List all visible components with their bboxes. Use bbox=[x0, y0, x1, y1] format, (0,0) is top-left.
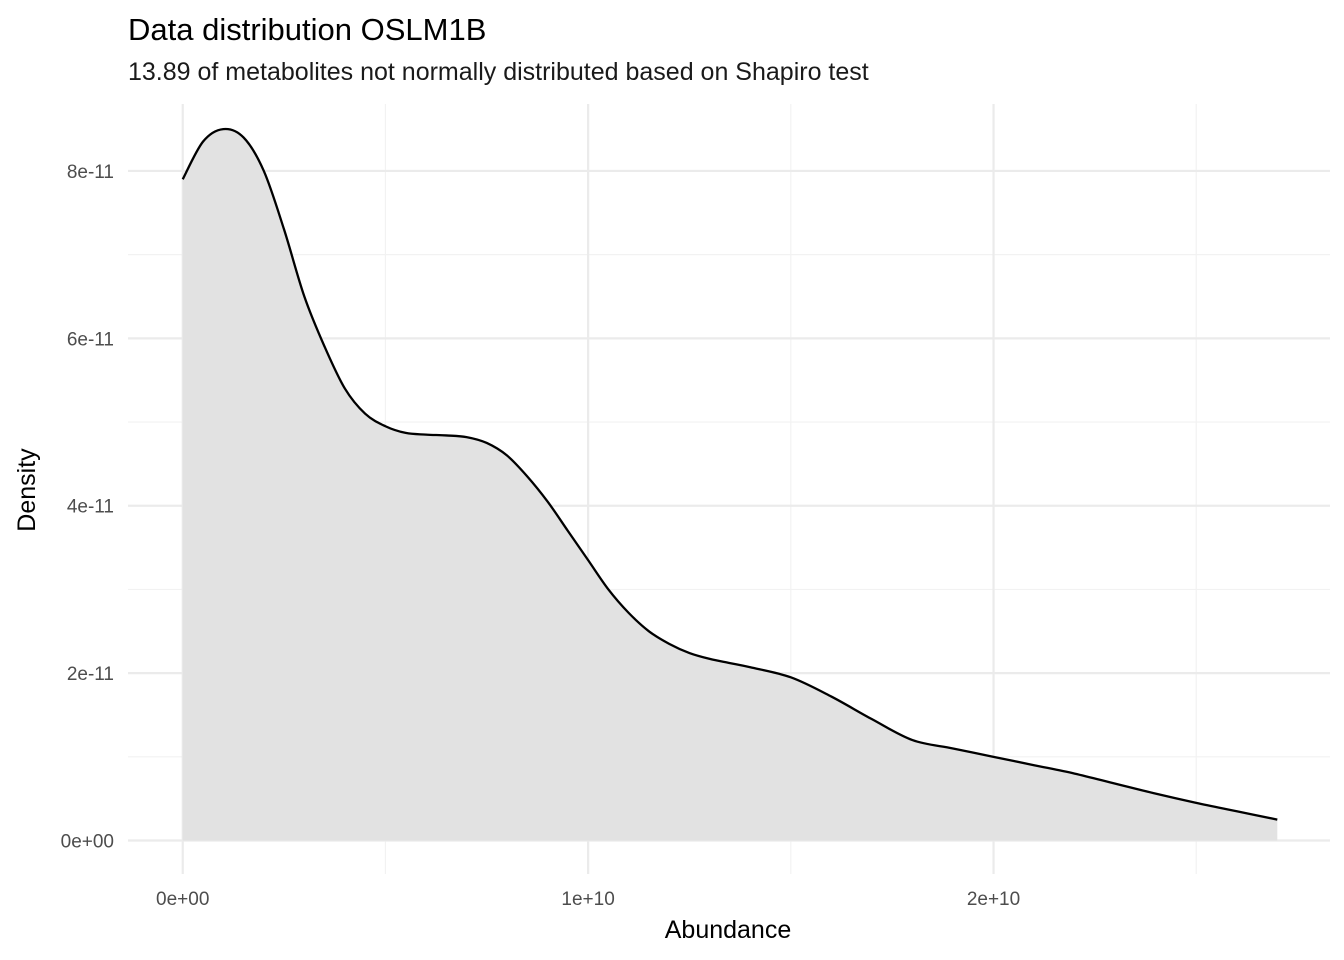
y-tick-label: 6e-11 bbox=[67, 329, 114, 350]
x-tick-label: 1e+10 bbox=[561, 889, 614, 910]
y-axis-tick-labels: 0e+00 2e-11 4e-11 6e-11 8e-11 bbox=[61, 162, 114, 853]
x-axis-tick-labels: 0e+00 1e+10 2e+10 bbox=[156, 889, 1020, 910]
x-tick-label: 2e+10 bbox=[967, 889, 1020, 910]
y-tick-label: 4e-11 bbox=[67, 497, 114, 518]
y-tick-label: 8e-11 bbox=[67, 162, 114, 183]
plot-panel bbox=[128, 104, 1330, 874]
density-area bbox=[182, 128, 1278, 841]
density-line bbox=[181, 127, 1278, 821]
x-axis-title: Abundance bbox=[665, 916, 792, 944]
chart-title: Data distribution OSLM1B bbox=[128, 12, 486, 47]
y-tick-label: 0e+00 bbox=[61, 832, 114, 853]
y-axis-title: Density bbox=[13, 448, 41, 532]
x-tick-label: 0e+00 bbox=[156, 889, 209, 910]
y-tick-label: 2e-11 bbox=[67, 664, 114, 685]
chart-subtitle: 13.89 of metabolites not normally distri… bbox=[128, 58, 869, 86]
